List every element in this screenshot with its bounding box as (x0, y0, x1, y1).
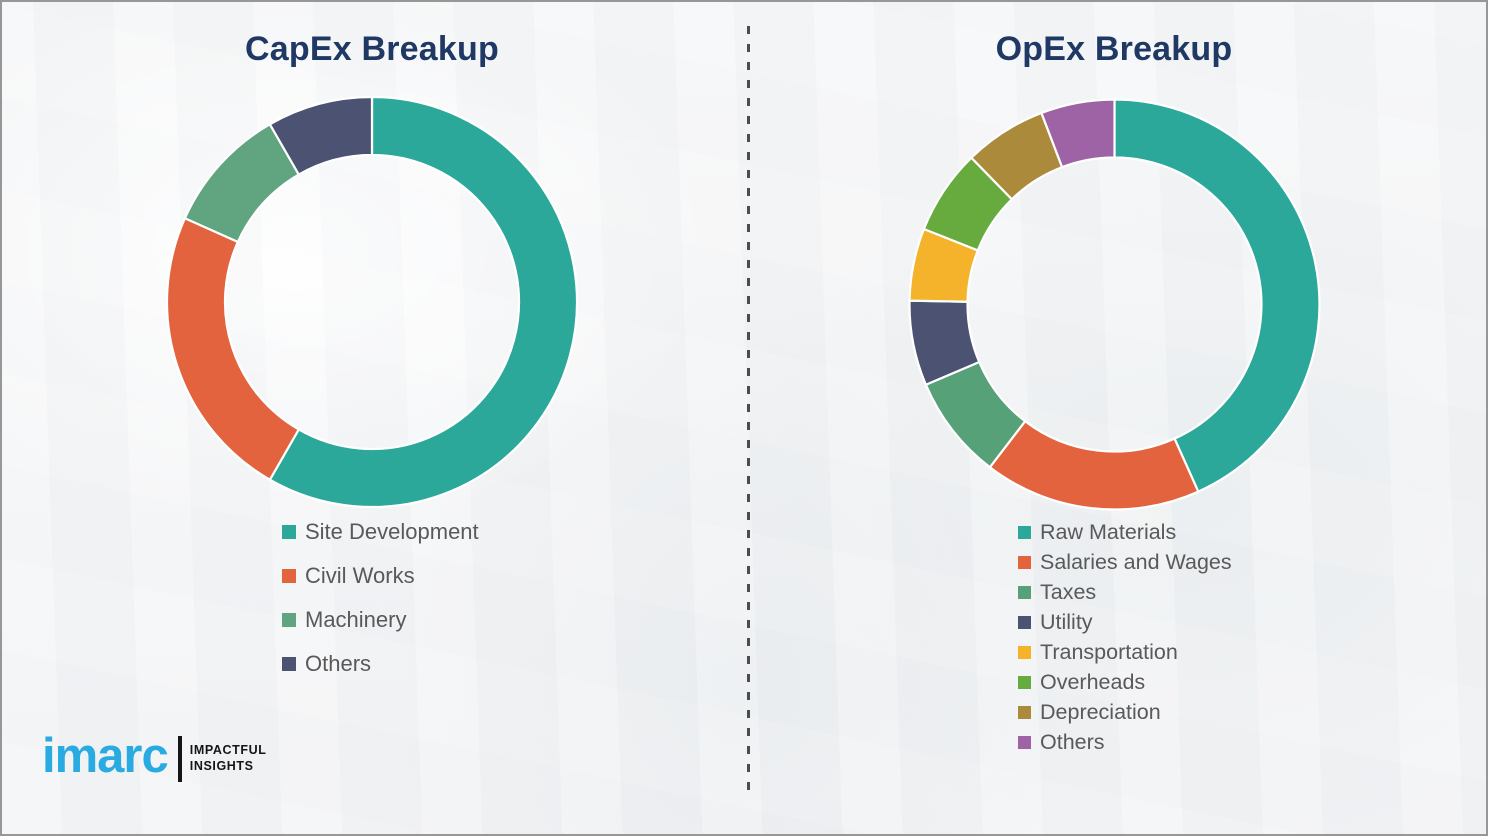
legend-marker-others (1018, 735, 1031, 749)
legend-item-overheads: Overheads (1018, 667, 1232, 697)
legend-item-others: Others (1018, 727, 1232, 757)
imarc-tagline-line1: IMPACTFUL (189, 743, 267, 758)
legend-label-depreciation: Depreciation (1040, 699, 1161, 724)
dashed-divider (747, 26, 750, 794)
legend-label-site-development: Site Development (305, 519, 479, 544)
imarc-logo-wordmark: imarc (42, 728, 169, 783)
legend-item-others: Others (282, 642, 479, 686)
legend-marker-others (282, 657, 296, 671)
donut-segment-others (268, 96, 374, 177)
capex-donut-chart (166, 96, 578, 508)
legend-marker-site-development (282, 525, 296, 539)
imarc-tagline-line2: INSIGHTS (189, 759, 254, 773)
opex-chart-title: OpEx Breakup (995, 30, 1233, 68)
legend-item-raw-materials: Raw Materials (1018, 517, 1232, 547)
legend-item-site-development: Site Development (282, 510, 479, 554)
legend-item-salaries-and-wages: Salaries and Wages (1018, 547, 1232, 577)
legend-label-others: Others (1040, 729, 1105, 754)
legend-marker-salaries-and-wages (1018, 555, 1031, 569)
legend-label-overheads: Overheads (1040, 669, 1146, 694)
opex-donut-chart (908, 98, 1321, 511)
imarc-logo: imarc IMPACTFUL INSIGHTS (42, 731, 267, 782)
capex-legend: Site Development Civil Works Machinery Othe… (282, 510, 479, 686)
donut-segment-salaries-and-wages (988, 419, 1200, 511)
donut-segment-raw-materials (1113, 98, 1321, 494)
legend-item-taxes: Taxes (1018, 577, 1232, 607)
legend-marker-overheads (1018, 675, 1031, 689)
legend-label-transportation: Transportation (1040, 639, 1178, 664)
legend-marker-depreciation (1018, 705, 1031, 719)
donut-segment-civil-works (166, 216, 301, 482)
legend-item-transportation: Transportation (1018, 637, 1232, 667)
legend-label-raw-materials: Raw Materials (1040, 519, 1177, 544)
legend-label-civil-works: Civil Works (305, 563, 415, 588)
legend-marker-taxes (1018, 585, 1031, 599)
legend-item-utility: Utility (1018, 607, 1232, 637)
legend-item-civil-works: Civil Works (282, 554, 479, 598)
legend-item-machinery: Machinery (282, 598, 479, 642)
legend-marker-civil-works (282, 569, 296, 583)
legend-label-utility: Utility (1040, 609, 1093, 634)
imarc-logo-divider-bar (177, 736, 182, 782)
capex-chart-title: CapEx Breakup (245, 30, 499, 68)
legend-marker-machinery (282, 613, 296, 627)
legend-label-others: Others (305, 651, 372, 676)
legend-label-salaries-and-wages: Salaries and Wages (1040, 549, 1232, 574)
legend-marker-raw-materials (1018, 525, 1031, 539)
legend-label-machinery: Machinery (305, 607, 407, 632)
legend-marker-transportation (1018, 645, 1031, 659)
imarc-logo-tagline: IMPACTFUL INSIGHTS (190, 743, 267, 774)
legend-marker-utility (1018, 615, 1031, 629)
donut-segment-others (1040, 98, 1116, 169)
donut-segment-site-development (268, 96, 578, 508)
legend-item-depreciation: Depreciation (1018, 697, 1232, 727)
legend-label-taxes: Taxes (1040, 579, 1097, 604)
opex-legend: Raw Materials Salaries and Wages Taxes Util… (1018, 517, 1232, 757)
